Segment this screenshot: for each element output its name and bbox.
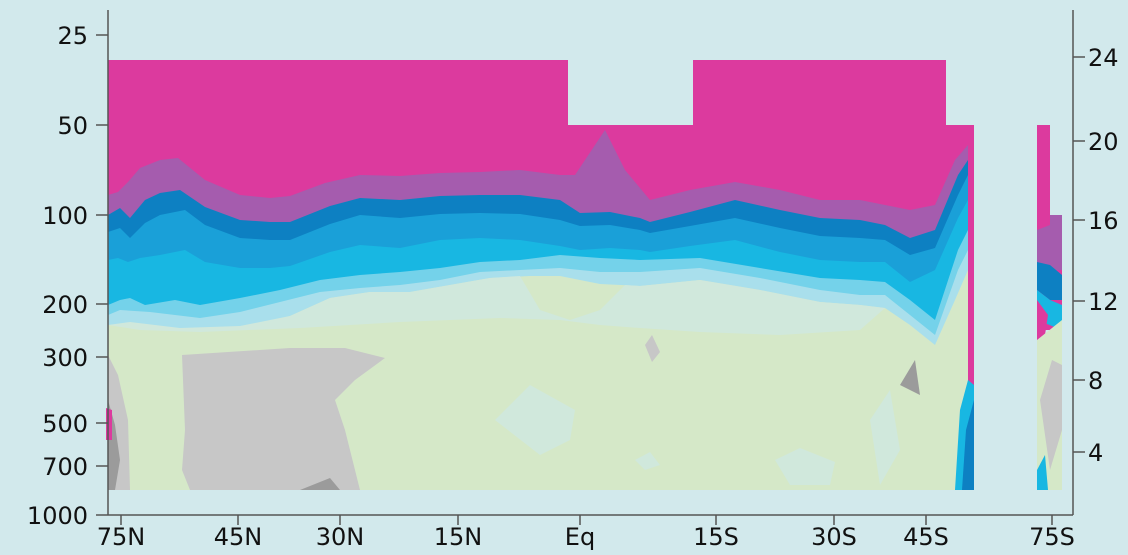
left-tick-label: 25 <box>57 22 88 50</box>
band-75s-gray <box>1040 360 1062 470</box>
band-75s-magenta-lower <box>1037 300 1048 345</box>
band-75s-cyan-bottom <box>1037 455 1048 490</box>
right-tick-label: 4 <box>1088 439 1103 467</box>
left-tick-labels: 25 50 100 200 300 500 700 1000 <box>27 22 88 530</box>
band-darkblue-strip-45s <box>962 400 974 490</box>
axes <box>107 10 1074 516</box>
right-tick-label: 16 <box>1088 207 1119 235</box>
x-tick-label: 15S <box>693 523 739 551</box>
x-tick-labels: 75N 45N 30N 15N Eq 15S 30S 45S 75S <box>97 523 1075 551</box>
band-pale-teal-b <box>495 385 575 455</box>
tick-marks <box>96 34 1085 525</box>
x-tick-label: 75S <box>1029 523 1075 551</box>
right-tick-labels: 24 20 16 12 8 4 <box>1088 44 1119 467</box>
right-tick-label: 24 <box>1088 44 1119 72</box>
left-tick-label: 1000 <box>27 502 88 530</box>
band-dark-gray-bottom <box>300 478 340 490</box>
left-tick-label: 200 <box>42 291 88 319</box>
right-tick-label: 20 <box>1088 128 1119 156</box>
left-tick-label: 50 <box>57 112 88 140</box>
left-tick-label: 300 <box>42 344 88 372</box>
left-tick-label: 500 <box>42 410 88 438</box>
band-75s-purple <box>1037 215 1062 270</box>
band-pale-teal-a <box>108 276 885 335</box>
x-tick-label: 45S <box>903 523 949 551</box>
x-tick-label: 15N <box>434 523 483 551</box>
x-tick-label: Eq <box>565 523 595 551</box>
x-tick-label: 75N <box>97 523 146 551</box>
band-pale-teal-e <box>870 390 900 485</box>
left-tick-label: 100 <box>42 202 88 230</box>
band-75s-blue <box>1037 262 1062 300</box>
band-dark-gray-right <box>900 360 920 395</box>
contour-fill <box>106 60 1062 490</box>
band-magenta-left-edge <box>106 408 112 440</box>
right-tick-label: 8 <box>1088 367 1103 395</box>
band-gray <box>182 348 385 490</box>
x-tick-label: 45N <box>214 523 263 551</box>
left-tick-label: 700 <box>42 453 88 481</box>
band-pale-teal-c <box>775 448 835 485</box>
x-tick-label: 30N <box>316 523 365 551</box>
x-tick-label: 30S <box>811 523 857 551</box>
band-gray-small <box>645 335 660 362</box>
band-pale-teal-d <box>635 452 660 470</box>
right-tick-label: 12 <box>1088 288 1119 316</box>
